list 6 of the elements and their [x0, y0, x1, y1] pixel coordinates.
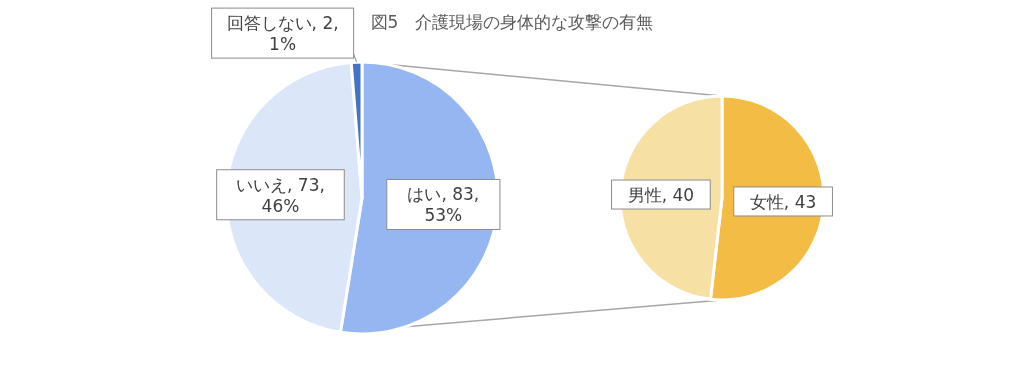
slice-label: 女性, 43 — [749, 191, 817, 212]
slice-label: 男性, 40 — [627, 185, 695, 206]
chart-title: 図5 介護現場の身体的な攻撃の有無 — [370, 12, 654, 32]
slice-label: 回答しない, 2, 1% — [226, 13, 339, 55]
slice-label: いいえ, 73, 46% — [236, 174, 325, 216]
slice-label: はい, 83, 53% — [407, 184, 480, 226]
